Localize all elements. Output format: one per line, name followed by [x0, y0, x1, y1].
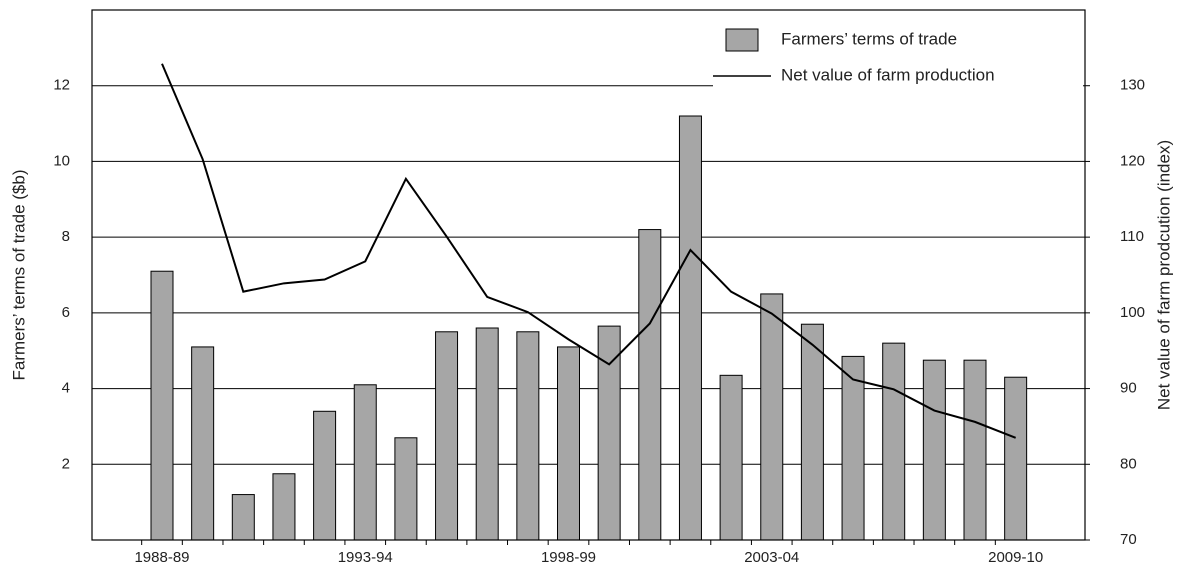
bar: [882, 342, 906, 541]
bar: [516, 331, 540, 541]
legend-label: Farmers’ terms of trade: [781, 29, 957, 48]
bar: [760, 293, 784, 541]
bar: [638, 229, 662, 541]
bar: [963, 359, 987, 541]
y-tick-label: 4: [62, 380, 70, 397]
bar: [313, 410, 337, 541]
legend-swatch: [725, 28, 759, 52]
y2-tick-label: 80: [1120, 455, 1137, 472]
bar: [191, 346, 215, 541]
line: [161, 63, 1017, 439]
y-tick-label: 8: [62, 228, 70, 245]
x-tick-label: 1988-89: [134, 549, 189, 566]
y2-tick-label: 70: [1120, 531, 1137, 548]
bar: [150, 270, 174, 541]
bar: [719, 374, 743, 541]
bar: [678, 115, 702, 541]
y2-tick-label: 130: [1120, 77, 1145, 94]
x-tick-label: 2009-10: [988, 549, 1043, 566]
y-tick-label: 6: [62, 304, 70, 321]
y-tick-label: 2: [62, 455, 70, 472]
bar: [272, 473, 296, 541]
x-tick-label: 2003-04: [744, 549, 799, 566]
y2-tick-label: 110: [1120, 228, 1144, 245]
y-tick-label: 10: [53, 152, 70, 169]
bar: [435, 331, 459, 541]
x-tick-label: 1993-94: [338, 549, 393, 566]
bar: [597, 325, 621, 541]
y2-tick-label: 100: [1120, 304, 1145, 321]
bar: [922, 359, 946, 541]
legend-label: Net value of farm production: [781, 65, 995, 84]
bar: [557, 346, 580, 541]
bar: [475, 327, 499, 541]
legend-box: [713, 20, 1083, 96]
y-tick-label: 12: [53, 77, 70, 94]
bar: [1004, 376, 1028, 541]
bar: [231, 494, 255, 541]
bar: [394, 437, 418, 541]
y-axis-label: Farmers’ terms of trade ($b): [9, 170, 28, 381]
y2-tick-label: 120: [1120, 152, 1145, 169]
x-tick-label: 1998-99: [541, 549, 596, 566]
plot-frame: [91, 9, 1086, 541]
bar: [841, 355, 865, 541]
bar: [800, 323, 824, 541]
bar: [353, 384, 377, 541]
y2-axis-label: Net value of farm prodcution (index): [1154, 140, 1173, 410]
y2-tick-label: 90: [1120, 380, 1137, 397]
